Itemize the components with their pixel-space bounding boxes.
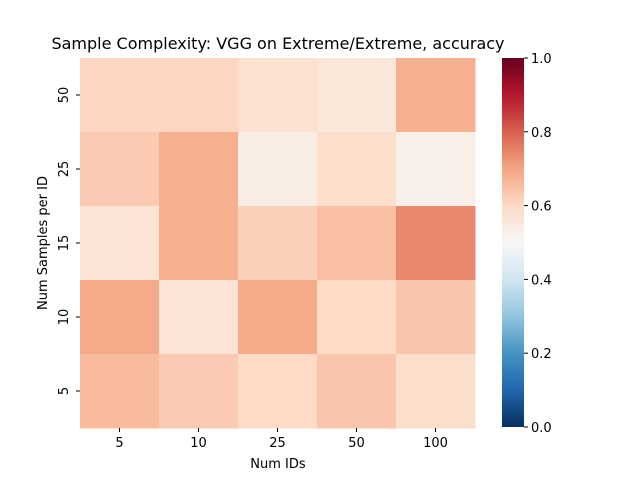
y-tick-label: 50: [57, 87, 72, 104]
y-axis-ticks: 50 25 15 10 5: [57, 87, 80, 395]
x-tick-label: 5: [115, 436, 123, 451]
heatmap-cell: [238, 354, 318, 429]
colorbar: [502, 58, 524, 427]
colorbar-tick-label: 0.0: [531, 421, 552, 436]
heatmap-cell: [80, 206, 160, 281]
y-tick-label: 5: [57, 387, 72, 395]
heatmap-cell: [396, 280, 476, 355]
colorbar-ticks: 0.0 0.2 0.4 0.6 0.8 1.0: [524, 52, 552, 436]
colorbar-tick-label: 0.4: [531, 273, 552, 288]
heatmap-cell: [238, 58, 318, 133]
chart-title: Sample Complexity: VGG on Extreme/Extrem…: [51, 34, 504, 53]
x-axis-label: Num IDs: [250, 457, 306, 472]
x-tick-label: 25: [269, 436, 286, 451]
heatmap-cell: [396, 58, 476, 133]
heatmap-cell: [317, 206, 397, 281]
heatmap-cell: [317, 58, 397, 133]
heatmap-cells: [80, 58, 476, 429]
heatmap-cell: [80, 58, 160, 133]
colorbar-tick-label: 0.2: [531, 347, 552, 362]
x-tick-label: 100: [423, 436, 448, 451]
heatmap-cell: [80, 132, 160, 207]
heatmap-cell: [159, 206, 239, 281]
colorbar-tick-label: 0.8: [531, 126, 552, 141]
heatmap-cell: [159, 354, 239, 429]
heatmap-cell: [396, 132, 476, 207]
heatmap-cell: [396, 206, 476, 281]
heatmap-cell: [238, 132, 318, 207]
colorbar-tick-label: 0.6: [531, 200, 552, 215]
x-tick-label: 10: [190, 436, 207, 451]
heatmap-cell: [80, 354, 160, 429]
y-axis-label: Num Samples per ID: [36, 176, 51, 310]
heatmap-cell: [317, 280, 397, 355]
heatmap-cell: [396, 354, 476, 429]
x-axis-ticks: 5 10 25 50 100: [115, 428, 448, 451]
colorbar-tick-label: 1.0: [531, 52, 552, 67]
x-tick-label: 50: [348, 436, 365, 451]
y-tick-label: 10: [57, 309, 72, 326]
heatmap-cell: [159, 132, 239, 207]
heatmap-cell: [80, 280, 160, 355]
heatmap-cell: [238, 280, 318, 355]
y-tick-label: 25: [57, 161, 72, 178]
heatmap-cell: [238, 206, 318, 281]
heatmap-cell: [317, 354, 397, 429]
heatmap-cell: [159, 58, 239, 133]
y-tick-label: 15: [57, 235, 72, 252]
heatmap-cell: [159, 280, 239, 355]
heatmap-cell: [317, 132, 397, 207]
